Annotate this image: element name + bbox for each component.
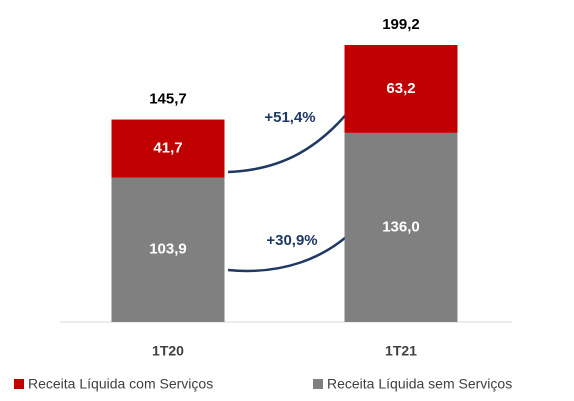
value-label: 136,0 [382, 218, 420, 235]
value-label: 63,2 [386, 80, 415, 97]
bar-segment [111, 119, 225, 178]
legend-label: Receita Líquida sem Serviços [327, 376, 512, 392]
legend-swatch [313, 379, 323, 389]
annotation: +51,4% [264, 109, 315, 126]
legend-label: Receita Líquida com Serviços [28, 376, 213, 392]
bar-segment [344, 132, 458, 322]
x-tick-label: 1T21 [385, 343, 417, 359]
total-label: 145,7 [149, 90, 187, 107]
total-label: 199,2 [382, 16, 420, 33]
bar-segment [344, 45, 458, 133]
value-label: 41,7 [153, 139, 182, 156]
annotation: +30,9% [266, 232, 317, 249]
bar-segment [111, 177, 225, 322]
value-label: 103,9 [149, 241, 187, 258]
x-tick-label: 1T20 [152, 343, 184, 359]
legend-swatch [14, 379, 24, 389]
